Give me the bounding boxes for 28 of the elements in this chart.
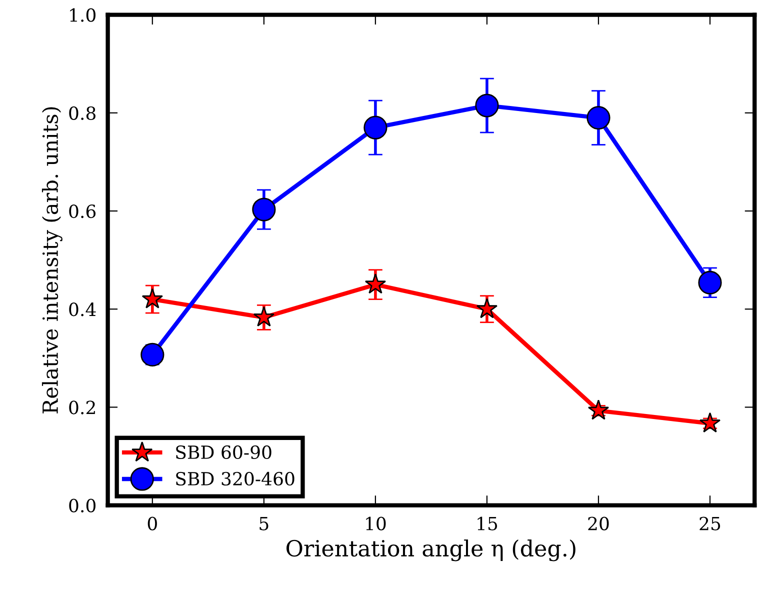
x-axis-title: Orientation angle η (deg.): [286, 539, 576, 562]
y-tick-label: 0.2: [69, 400, 95, 414]
legend-label: SBD 60-90: [176, 445, 272, 460]
point: [364, 116, 388, 140]
point: [142, 288, 164, 308]
x-tick-label: 0: [148, 516, 157, 530]
point: [476, 298, 498, 318]
x-tick-label: 10: [366, 516, 386, 530]
x-tick-label: 5: [260, 516, 268, 530]
y-tick-label: 0.6: [69, 204, 96, 218]
point: [699, 412, 721, 433]
point: [253, 306, 275, 327]
y-tick-label: 0.0: [69, 498, 96, 512]
point: [588, 400, 610, 420]
x-tick-label: 15: [478, 516, 498, 530]
x-tick-label: 20: [588, 516, 609, 530]
legend-label: SBD 320-460: [176, 472, 294, 486]
point: [252, 198, 276, 222]
y-tick-label: 0.4: [69, 302, 96, 316]
y-tick-label: 0.8: [69, 106, 96, 120]
point: [140, 342, 164, 367]
y-axis-title: Relative intensity (arb. units): [42, 107, 62, 414]
point: [586, 106, 610, 130]
y-tick-label: 1.0: [70, 8, 96, 22]
point: [698, 270, 722, 294]
point: [364, 273, 386, 294]
x-tick-label: 25: [700, 516, 720, 530]
point: [475, 94, 499, 118]
